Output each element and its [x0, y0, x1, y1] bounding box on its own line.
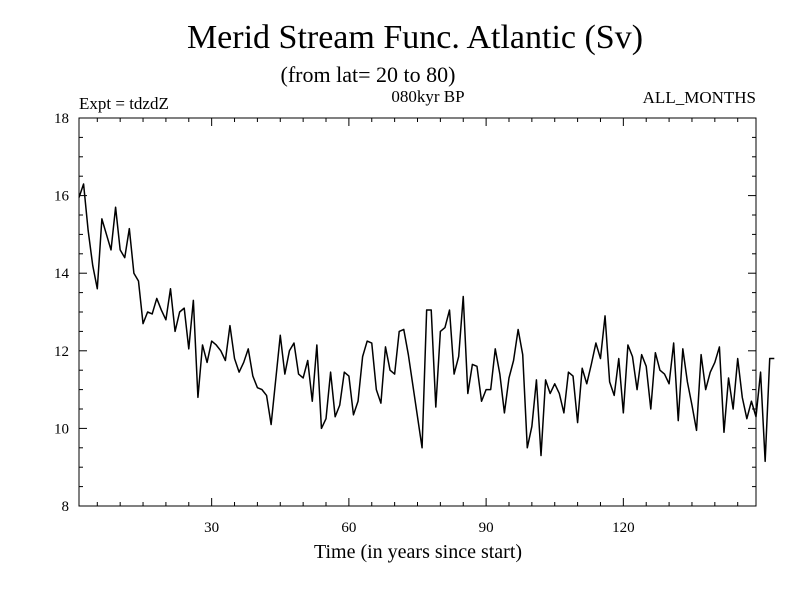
- x-axis-label: Time (in years since start): [314, 541, 522, 563]
- x-tick-label: 60: [341, 520, 356, 536]
- x-tick-label: 90: [479, 520, 494, 536]
- months-label: ALL_MONTHS: [643, 88, 756, 107]
- x-tick-labels: 30 60 90 120: [204, 520, 634, 536]
- series-line: [78, 183, 775, 463]
- y-tick-label: 14: [54, 266, 70, 282]
- period-label: 080kyr BP: [391, 87, 464, 106]
- x-tick-label: 30: [204, 520, 219, 536]
- chart-subtitle: (from lat= 20 to 80): [281, 62, 456, 87]
- chart-title: Merid Stream Func. Atlantic (Sv): [187, 19, 643, 56]
- x-tick-label: 120: [612, 520, 635, 536]
- x-ticks: [96, 118, 739, 506]
- experiment-label: Expt = tdzdZ: [79, 94, 169, 113]
- y-tick-label: 8: [62, 499, 70, 515]
- y-tick-label: 10: [54, 421, 69, 437]
- y-tick-label: 18: [54, 111, 69, 127]
- y-tick-labels: 8 10 12 14 16 18: [54, 111, 70, 515]
- y-tick-label: 12: [54, 344, 69, 360]
- y-ticks: [79, 117, 756, 507]
- y-tick-label: 16: [54, 189, 70, 205]
